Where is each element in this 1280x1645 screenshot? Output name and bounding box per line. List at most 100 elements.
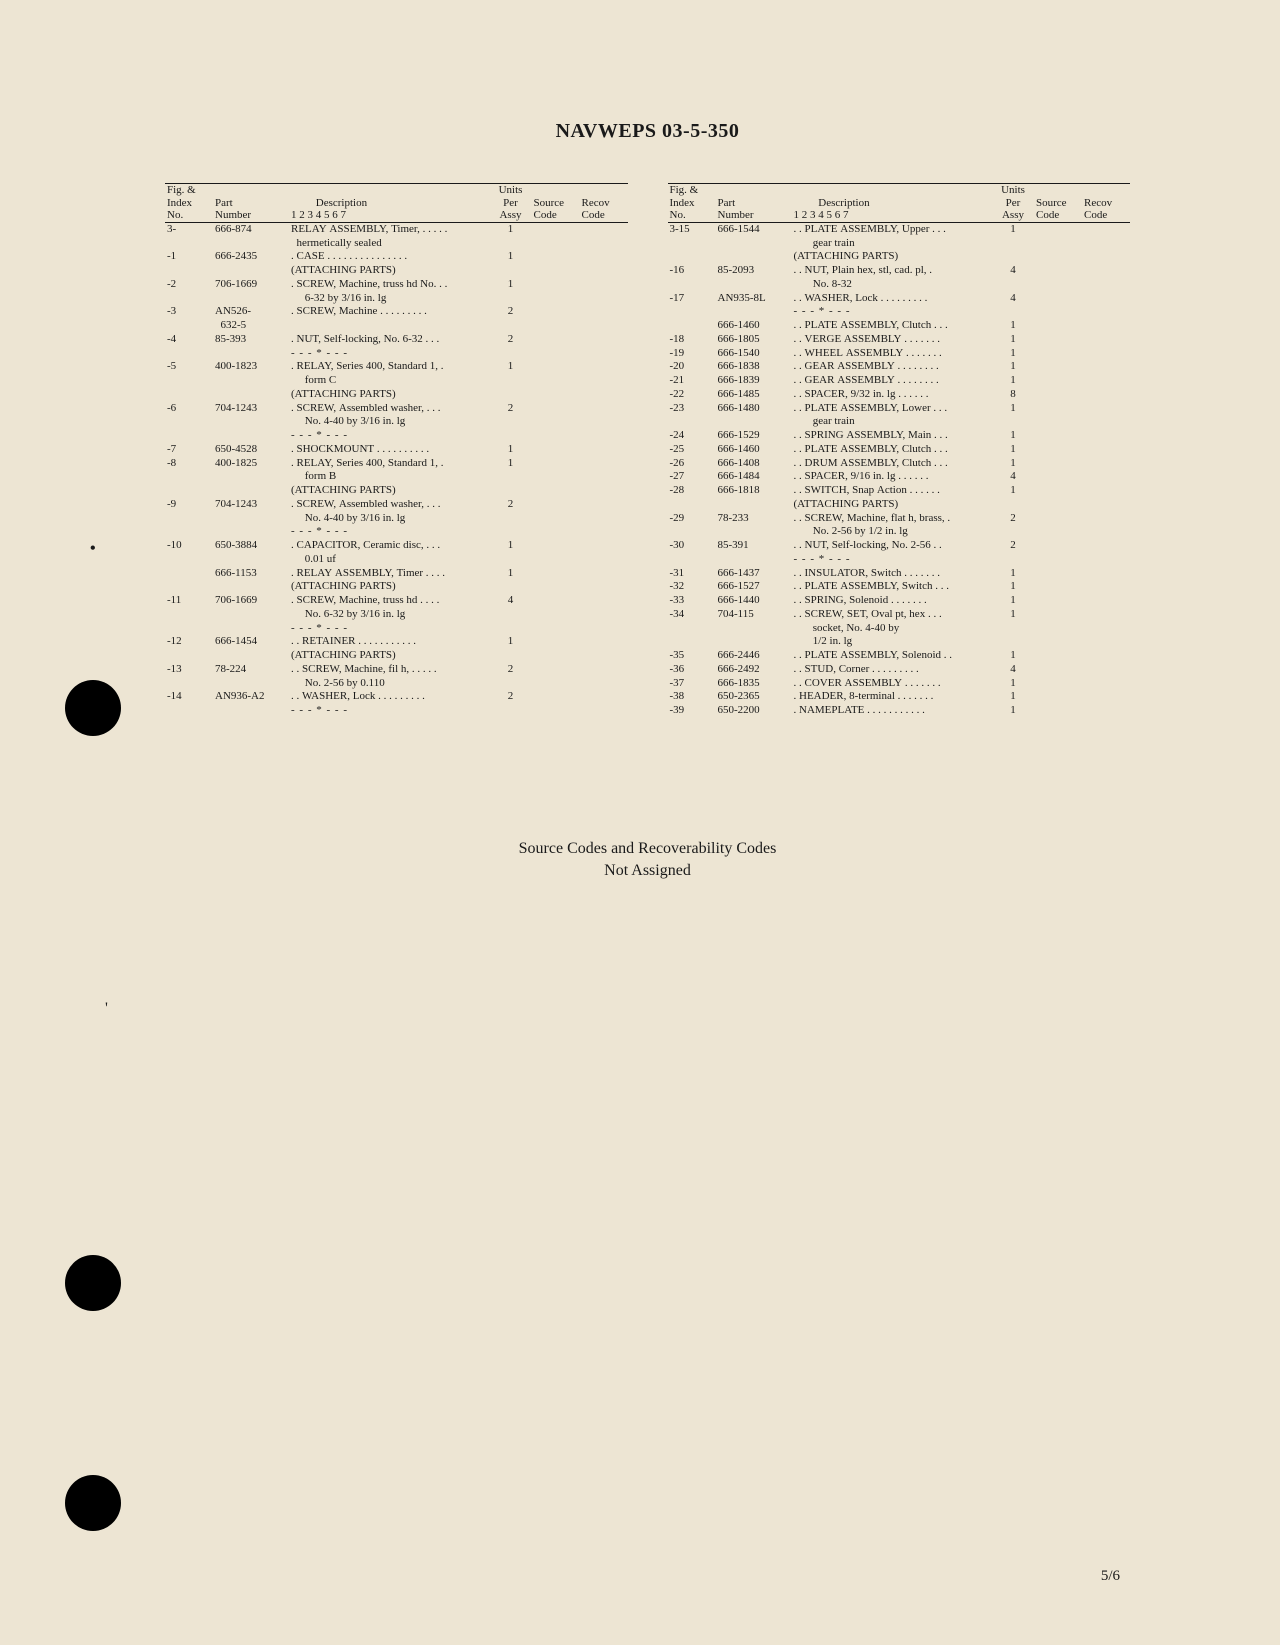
cell: 1 (490, 457, 532, 471)
cell: 2 (992, 539, 1034, 553)
cell (1034, 649, 1082, 663)
table-row: - - - * - - - (165, 622, 628, 636)
cell (532, 649, 580, 663)
cell (1082, 470, 1130, 484)
cell: 666-1805 (716, 333, 792, 347)
cell (580, 237, 628, 251)
cell: - - - * - - - (792, 305, 993, 319)
cell (213, 484, 289, 498)
cell (1082, 649, 1130, 663)
cell (532, 264, 580, 278)
table-row: -31666-1437. . INSULATOR, Switch . . . .… (668, 567, 1131, 581)
table-row: 632-5 (165, 319, 628, 333)
cell: . SHOCKMOUNT . . . . . . . . . . (289, 443, 490, 457)
cell: 666-1529 (716, 429, 792, 443)
cell (580, 690, 628, 704)
cell (580, 347, 628, 361)
cell: 1 (490, 539, 532, 553)
cell (165, 512, 213, 526)
cell (1034, 498, 1082, 512)
table-row: (ATTACHING PARTS) (165, 649, 628, 663)
cell: -11 (165, 594, 213, 608)
cell: socket, No. 4-40 by (792, 622, 993, 636)
cell (532, 539, 580, 553)
page-content: NAVWEPS 03-5-350 Fig. &IndexNo. PartNumb… (0, 0, 1280, 883)
table-row: No. 2-56 by 1/2 in. lg (668, 525, 1131, 539)
cell (1082, 498, 1130, 512)
cell: . . SPACER, 9/16 in. lg . . . . . . (792, 470, 993, 484)
footer-note: Source Codes and Recoverability Codes No… (165, 838, 1130, 883)
cell (668, 498, 716, 512)
cell (580, 333, 628, 347)
cell (1082, 457, 1130, 471)
cell (1082, 305, 1130, 319)
table-row: -32666-1527. . PLATE ASSEMBLY, Switch . … (668, 580, 1131, 594)
punch-hole (65, 1475, 121, 1531)
cell (1082, 429, 1130, 443)
cell: -29 (668, 512, 716, 526)
table-row: -27666-1484. . SPACER, 9/16 in. lg . . .… (668, 470, 1131, 484)
cell (1034, 704, 1082, 718)
cell: 2 (490, 663, 532, 677)
cell: -17 (668, 292, 716, 306)
cell: No. 4-40 by 3/16 in. lg (289, 512, 490, 526)
table-row: No. 4-40 by 3/16 in. lg (165, 512, 628, 526)
cell: -10 (165, 539, 213, 553)
header-units: UnitsPerAssy (992, 184, 1034, 223)
cell: (ATTACHING PARTS) (289, 264, 490, 278)
cell (532, 498, 580, 512)
cell (580, 264, 628, 278)
cell: 704-115 (716, 608, 792, 622)
cell (580, 608, 628, 622)
cell (668, 250, 716, 264)
cell: AN526- (213, 305, 289, 319)
cell: 1 (490, 222, 532, 236)
table-row: - - - * - - - (165, 429, 628, 443)
cell (490, 388, 532, 402)
cell (580, 319, 628, 333)
cell: - - - * - - - (289, 429, 490, 443)
cell: 650-2365 (716, 690, 792, 704)
cell: -23 (668, 402, 716, 416)
cell (1082, 250, 1130, 264)
cell: . . GEAR ASSEMBLY . . . . . . . . (792, 374, 993, 388)
cell: . NAMEPLATE . . . . . . . . . . . (792, 704, 993, 718)
cell (1034, 292, 1082, 306)
cell: No. 2-56 by 1/2 in. lg (792, 525, 993, 539)
cell (716, 553, 792, 567)
cell (1034, 457, 1082, 471)
table-row: (ATTACHING PARTS) (668, 498, 1131, 512)
cell (1034, 594, 1082, 608)
cell: 1 (992, 580, 1034, 594)
cell: -4 (165, 333, 213, 347)
table-row: -9704-1243. SCREW, Assembled washer, . .… (165, 498, 628, 512)
cell: . . SCREW, Machine, fil h, . . . . . (289, 663, 490, 677)
cell (580, 305, 628, 319)
cell: 1 (992, 402, 1034, 416)
cell (580, 649, 628, 663)
table-row: -5400-1823. RELAY, Series 400, Standard … (165, 360, 628, 374)
cell (490, 264, 532, 278)
table-row: (ATTACHING PARTS) (165, 264, 628, 278)
cell (532, 567, 580, 581)
cell: 704-1243 (213, 498, 289, 512)
cell: -7 (165, 443, 213, 457)
cell (490, 580, 532, 594)
cell: . SCREW, Machine, truss hd No. . . (289, 278, 490, 292)
cell: (ATTACHING PARTS) (289, 649, 490, 663)
cell (1034, 622, 1082, 636)
cell (716, 250, 792, 264)
cell (1082, 580, 1130, 594)
cell: . . NUT, Plain hex, stl, cad. pl, . (792, 264, 993, 278)
cell (213, 415, 289, 429)
cell: No. 2-56 by 0.110 (289, 677, 490, 691)
table-row: -35666-2446. . PLATE ASSEMBLY, Solenoid … (668, 649, 1131, 663)
cell (580, 429, 628, 443)
cell (1082, 484, 1130, 498)
cell (490, 677, 532, 691)
cell: . . SCREW, SET, Oval pt, hex . . . (792, 608, 993, 622)
cell: (ATTACHING PARTS) (289, 484, 490, 498)
cell: 706-1669 (213, 278, 289, 292)
table-row: -17AN935-8L. . WASHER, Lock . . . . . . … (668, 292, 1131, 306)
footer-note-line1: Source Codes and Recoverability Codes (519, 840, 777, 857)
